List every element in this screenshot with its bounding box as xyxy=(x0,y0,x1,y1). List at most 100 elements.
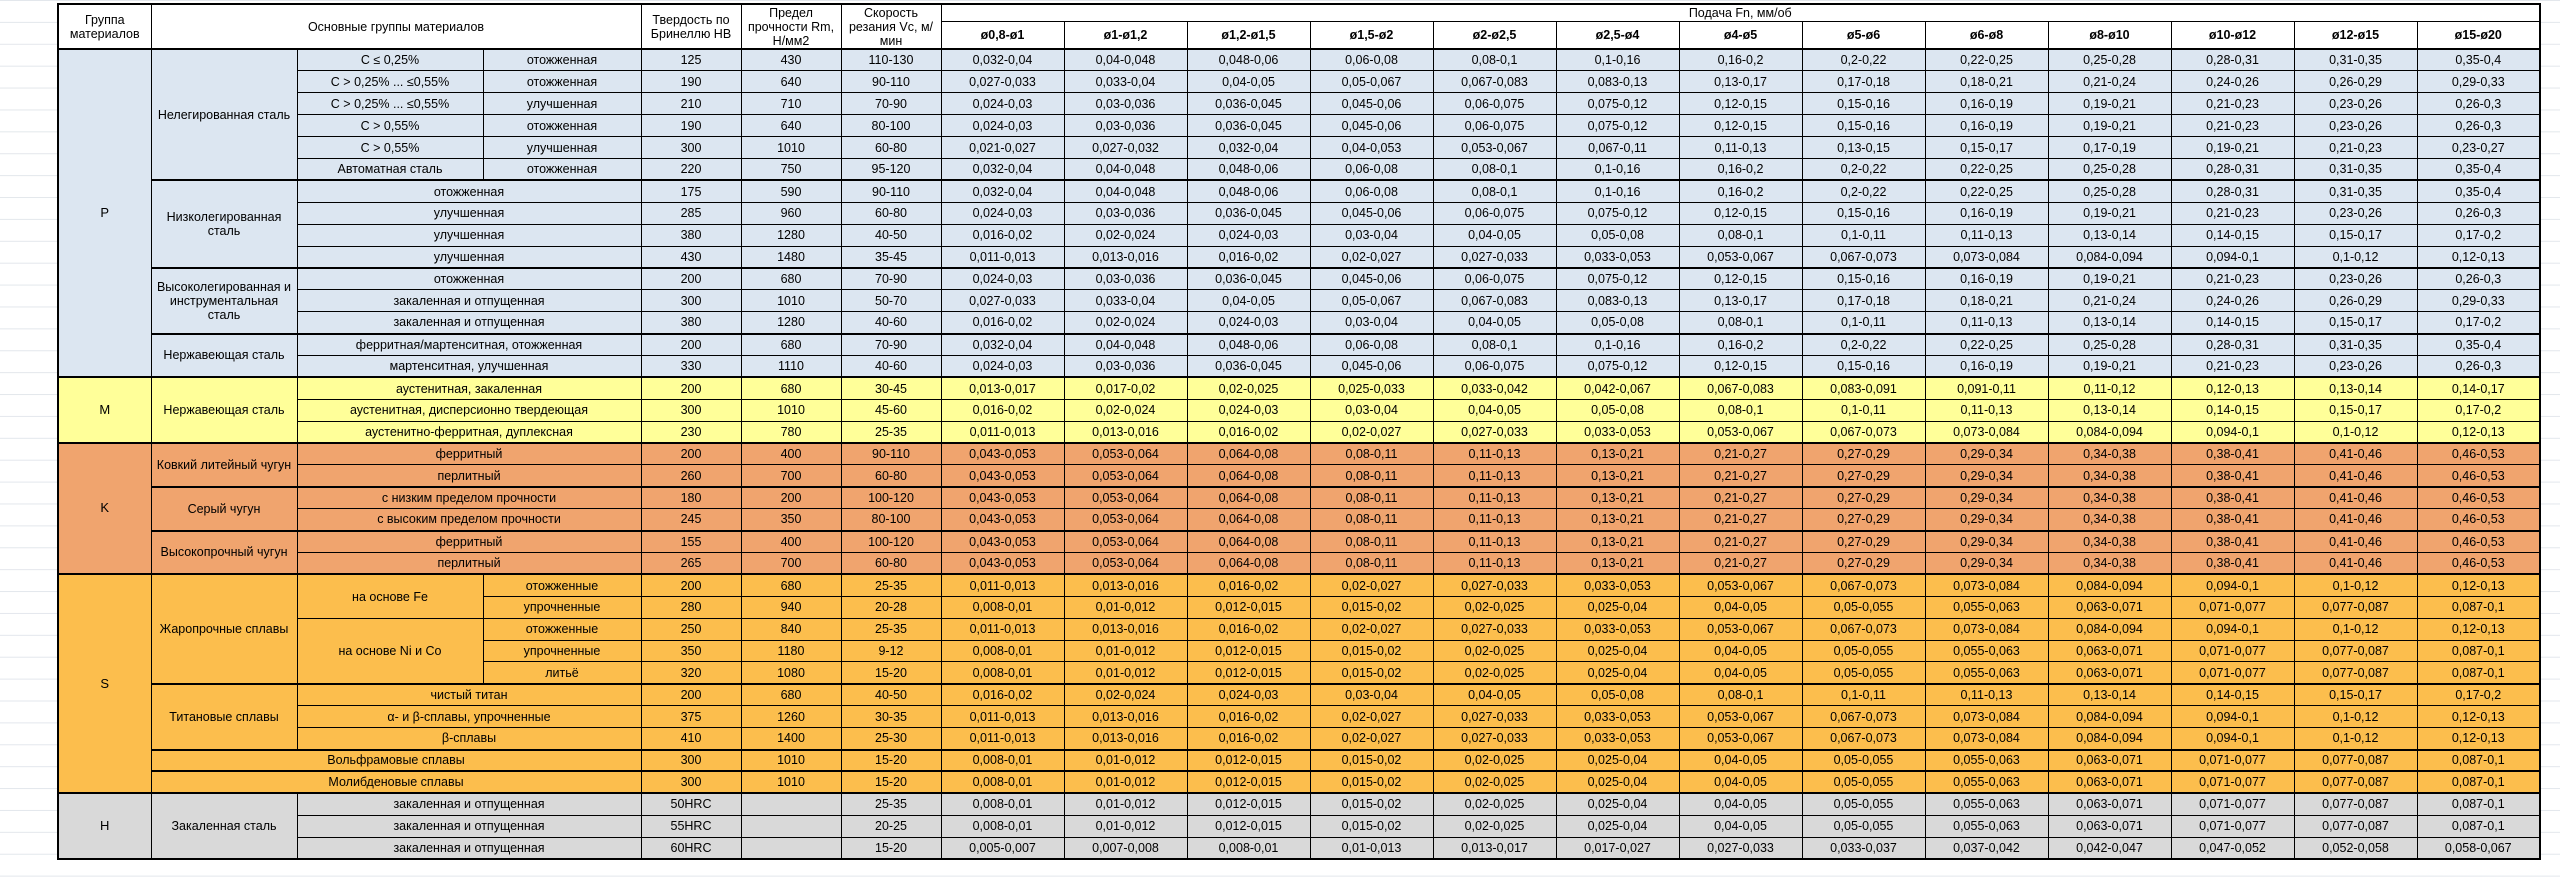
feed-value[interactable]: 0,12-0,15 xyxy=(1678,92,1803,116)
feed-value[interactable]: 0,064-0,08 xyxy=(1186,508,1311,532)
feed-value[interactable]: 0,02-0,024 xyxy=(1063,311,1188,335)
feed-value[interactable]: 0,05-0,055 xyxy=(1801,748,1926,772)
hardness-value[interactable]: 125 xyxy=(640,48,742,72)
feed-value[interactable]: 0,025-0,04 xyxy=(1555,661,1680,685)
feed-value[interactable]: 0,043-0,053 xyxy=(940,529,1065,553)
feed-value[interactable]: 0,21-0,27 xyxy=(1678,508,1803,532)
family-label[interactable]: Закаленная сталь xyxy=(150,792,298,860)
feed-value[interactable]: 0,06-0,075 xyxy=(1432,354,1557,378)
subtype-label[interactable]: C > 0,55% xyxy=(296,114,484,138)
feed-value[interactable]: 0,073-0,084 xyxy=(1924,245,2049,269)
hardness-value[interactable]: 375 xyxy=(640,705,742,729)
feed-value[interactable]: 0,23-0,26 xyxy=(2293,114,2418,138)
feed-value[interactable]: 0,04-0,05 xyxy=(1432,311,1557,335)
col-header-hardness[interactable]: Твердость по Бринеллю HB xyxy=(640,3,742,50)
feed-value[interactable]: 0,094-0,1 xyxy=(2170,420,2295,444)
feed-value[interactable]: 0,01-0,012 xyxy=(1063,748,1188,772)
feed-value[interactable]: 0,24-0,26 xyxy=(2170,70,2295,94)
feed-value[interactable]: 0,26-0,3 xyxy=(2416,92,2541,116)
strength-value[interactable]: 400 xyxy=(740,529,842,553)
feed-value[interactable]: 0,015-0,02 xyxy=(1309,661,1434,685)
feed-value[interactable]: 0,075-0,12 xyxy=(1555,92,1680,116)
feed-value[interactable]: 0,15-0,17 xyxy=(2293,682,2418,707)
speed-value[interactable]: 60-80 xyxy=(840,551,942,575)
feed-value[interactable]: 0,23-0,26 xyxy=(2293,354,2418,378)
feed-value[interactable]: 0,06-0,08 xyxy=(1309,332,1434,356)
feed-value[interactable]: 0,27-0,29 xyxy=(1801,508,1926,532)
feed-value[interactable]: 0,22-0,25 xyxy=(1924,48,2049,72)
hardness-value[interactable]: 210 xyxy=(640,92,742,116)
subtype-label[interactable]: C > 0,25% ... ≤0,55% xyxy=(296,70,484,94)
feed-value[interactable]: 0,16-0,2 xyxy=(1678,332,1803,356)
feed-value[interactable]: 0,077-0,087 xyxy=(2293,814,2418,838)
feed-value[interactable]: 0,17-0,2 xyxy=(2416,398,2541,422)
feed-value[interactable]: 0,064-0,08 xyxy=(1186,529,1311,553)
feed-value[interactable]: 0,075-0,12 xyxy=(1555,266,1680,291)
feed-value[interactable]: 0,036-0,045 xyxy=(1186,266,1311,291)
strength-value[interactable]: 780 xyxy=(740,420,842,444)
feed-value[interactable]: 0,094-0,1 xyxy=(2170,245,2295,269)
feed-value[interactable]: 0,05-0,055 xyxy=(1801,792,1926,816)
feed-value[interactable]: 0,027-0,033 xyxy=(1432,705,1557,729)
subtype-label[interactable]: β-сплавы xyxy=(296,727,642,750)
feed-value[interactable]: 0,016-0,02 xyxy=(1186,617,1311,641)
feed-value[interactable]: 0,22-0,25 xyxy=(1924,179,2049,203)
feed-value[interactable]: 0,084-0,094 xyxy=(2047,573,2172,597)
feed-value[interactable]: 0,087-0,1 xyxy=(2416,595,2541,619)
feed-value[interactable]: 0,024-0,03 xyxy=(940,92,1065,116)
feed-value[interactable]: 0,053-0,067 xyxy=(1678,705,1803,729)
feed-value[interactable]: 0,06-0,08 xyxy=(1309,48,1434,72)
feed-value[interactable]: 0,06-0,075 xyxy=(1432,266,1557,291)
strength-value[interactable]: 1010 xyxy=(740,770,842,794)
family-label[interactable]: Жаропрочные сплавы xyxy=(150,573,298,685)
feed-value[interactable]: 0,036-0,045 xyxy=(1186,114,1311,138)
feed-value[interactable]: 0,29-0,34 xyxy=(1924,529,2049,553)
feed-value[interactable]: 0,46-0,53 xyxy=(2416,529,2541,553)
feed-value[interactable]: 0,008-0,01 xyxy=(940,639,1065,663)
feed-value[interactable]: 0,46-0,53 xyxy=(2416,508,2541,532)
feed-value[interactable]: 0,34-0,38 xyxy=(2047,442,2172,466)
strength-value[interactable]: 710 xyxy=(740,92,842,116)
feed-value[interactable]: 0,13-0,21 xyxy=(1555,442,1680,466)
feed-value[interactable]: 0,26-0,29 xyxy=(2293,289,2418,313)
feed-value[interactable]: 0,13-0,21 xyxy=(1555,464,1680,488)
feed-value[interactable]: 0,027-0,033 xyxy=(1678,836,1803,860)
feed-value[interactable]: 0,18-0,21 xyxy=(1924,289,2049,313)
feed-value[interactable]: 0,02-0,024 xyxy=(1063,682,1188,707)
feed-value[interactable]: 0,053-0,067 xyxy=(1678,573,1803,597)
feed-value[interactable]: 0,11-0,13 xyxy=(1924,682,2049,707)
speed-value[interactable]: 70-90 xyxy=(840,332,942,356)
feed-value[interactable]: 0,12-0,15 xyxy=(1678,201,1803,225)
family-label[interactable]: Вольфрамовые сплавы xyxy=(150,748,642,772)
feed-value[interactable]: 0,087-0,1 xyxy=(2416,792,2541,816)
treatment-label[interactable]: литьё xyxy=(482,661,642,685)
subtype-label[interactable]: аустенитная, закаленная xyxy=(296,376,642,400)
feed-value[interactable]: 0,29-0,33 xyxy=(2416,70,2541,94)
feed-value[interactable]: 0,17-0,2 xyxy=(2416,682,2541,707)
feed-value[interactable]: 0,21-0,27 xyxy=(1678,464,1803,488)
feed-value[interactable]: 0,036-0,045 xyxy=(1186,201,1311,225)
feed-value[interactable]: 0,25-0,28 xyxy=(2047,48,2172,72)
feed-value[interactable]: 0,21-0,27 xyxy=(1678,551,1803,575)
feed-value[interactable]: 0,13-0,14 xyxy=(2047,223,2172,247)
feed-value[interactable]: 0,17-0,18 xyxy=(1801,289,1926,313)
feed-value[interactable]: 0,05-0,067 xyxy=(1309,289,1434,313)
feed-value[interactable]: 0,41-0,46 xyxy=(2293,464,2418,488)
feed-value[interactable]: 0,033-0,042 xyxy=(1432,376,1557,400)
strength-value[interactable]: 680 xyxy=(740,573,842,597)
feed-value[interactable]: 0,024-0,03 xyxy=(1186,682,1311,707)
feed-value[interactable]: 0,016-0,02 xyxy=(1186,420,1311,444)
feed-value[interactable]: 0,027-0,033 xyxy=(1432,245,1557,269)
speed-value[interactable]: 60-80 xyxy=(840,464,942,488)
feed-value[interactable]: 0,011-0,013 xyxy=(940,573,1065,597)
feed-value[interactable]: 0,024-0,03 xyxy=(940,354,1065,378)
feed-value[interactable]: 0,015-0,02 xyxy=(1309,595,1434,619)
subtype-label[interactable]: Автоматная сталь xyxy=(296,157,484,181)
feed-value[interactable]: 0,16-0,19 xyxy=(1924,114,2049,138)
speed-value[interactable]: 60-80 xyxy=(840,201,942,225)
feed-value[interactable]: 0,033-0,04 xyxy=(1063,70,1188,94)
treatment-label[interactable]: отожженные xyxy=(482,573,642,597)
feed-value[interactable]: 0,13-0,21 xyxy=(1555,508,1680,532)
feed-value[interactable]: 0,075-0,12 xyxy=(1555,354,1680,378)
feed-value[interactable]: 0,016-0,02 xyxy=(1186,245,1311,269)
